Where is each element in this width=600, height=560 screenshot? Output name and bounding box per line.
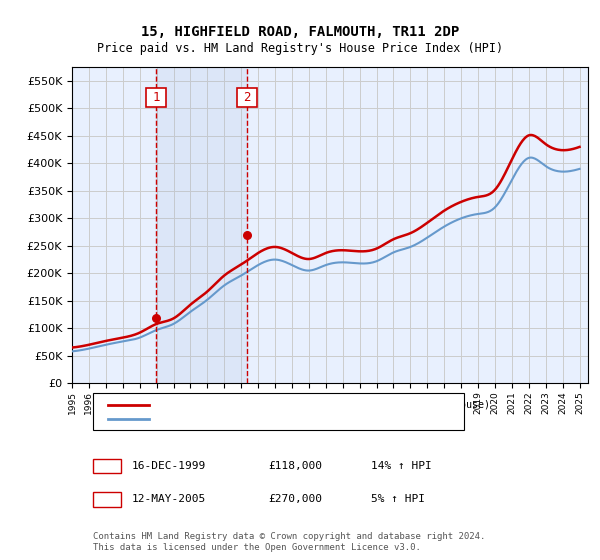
FancyBboxPatch shape [92, 459, 121, 473]
Text: Contains HM Land Registry data © Crown copyright and database right 2024.
This d: Contains HM Land Registry data © Crown c… [92, 532, 485, 552]
FancyBboxPatch shape [146, 87, 166, 108]
Point [151, 314, 161, 323]
Text: 1: 1 [152, 91, 160, 104]
Text: £270,000: £270,000 [268, 494, 322, 504]
Text: HPI: Average price, detached house, Cornwall: HPI: Average price, detached house, Corn… [160, 414, 424, 424]
Text: 1: 1 [103, 461, 110, 471]
Text: 12-MAY-2005: 12-MAY-2005 [131, 494, 206, 504]
Text: 15, HIGHFIELD ROAD, FALMOUTH, TR11 2DP (detached house): 15, HIGHFIELD ROAD, FALMOUTH, TR11 2DP (… [160, 400, 490, 410]
Bar [156, 67, 247, 383]
Text: 5% ↑ HPI: 5% ↑ HPI [371, 494, 425, 504]
Text: 16-DEC-1999: 16-DEC-1999 [131, 461, 206, 471]
Text: £118,000: £118,000 [268, 461, 322, 471]
Text: 2: 2 [103, 494, 110, 504]
FancyBboxPatch shape [92, 492, 121, 507]
Point [242, 230, 252, 239]
Text: 14% ↑ HPI: 14% ↑ HPI [371, 461, 432, 471]
FancyBboxPatch shape [237, 87, 257, 108]
Text: 2: 2 [244, 91, 251, 104]
Text: Price paid vs. HM Land Registry's House Price Index (HPI): Price paid vs. HM Land Registry's House … [97, 42, 503, 55]
Text: 15, HIGHFIELD ROAD, FALMOUTH, TR11 2DP: 15, HIGHFIELD ROAD, FALMOUTH, TR11 2DP [141, 25, 459, 39]
FancyBboxPatch shape [92, 393, 464, 430]
